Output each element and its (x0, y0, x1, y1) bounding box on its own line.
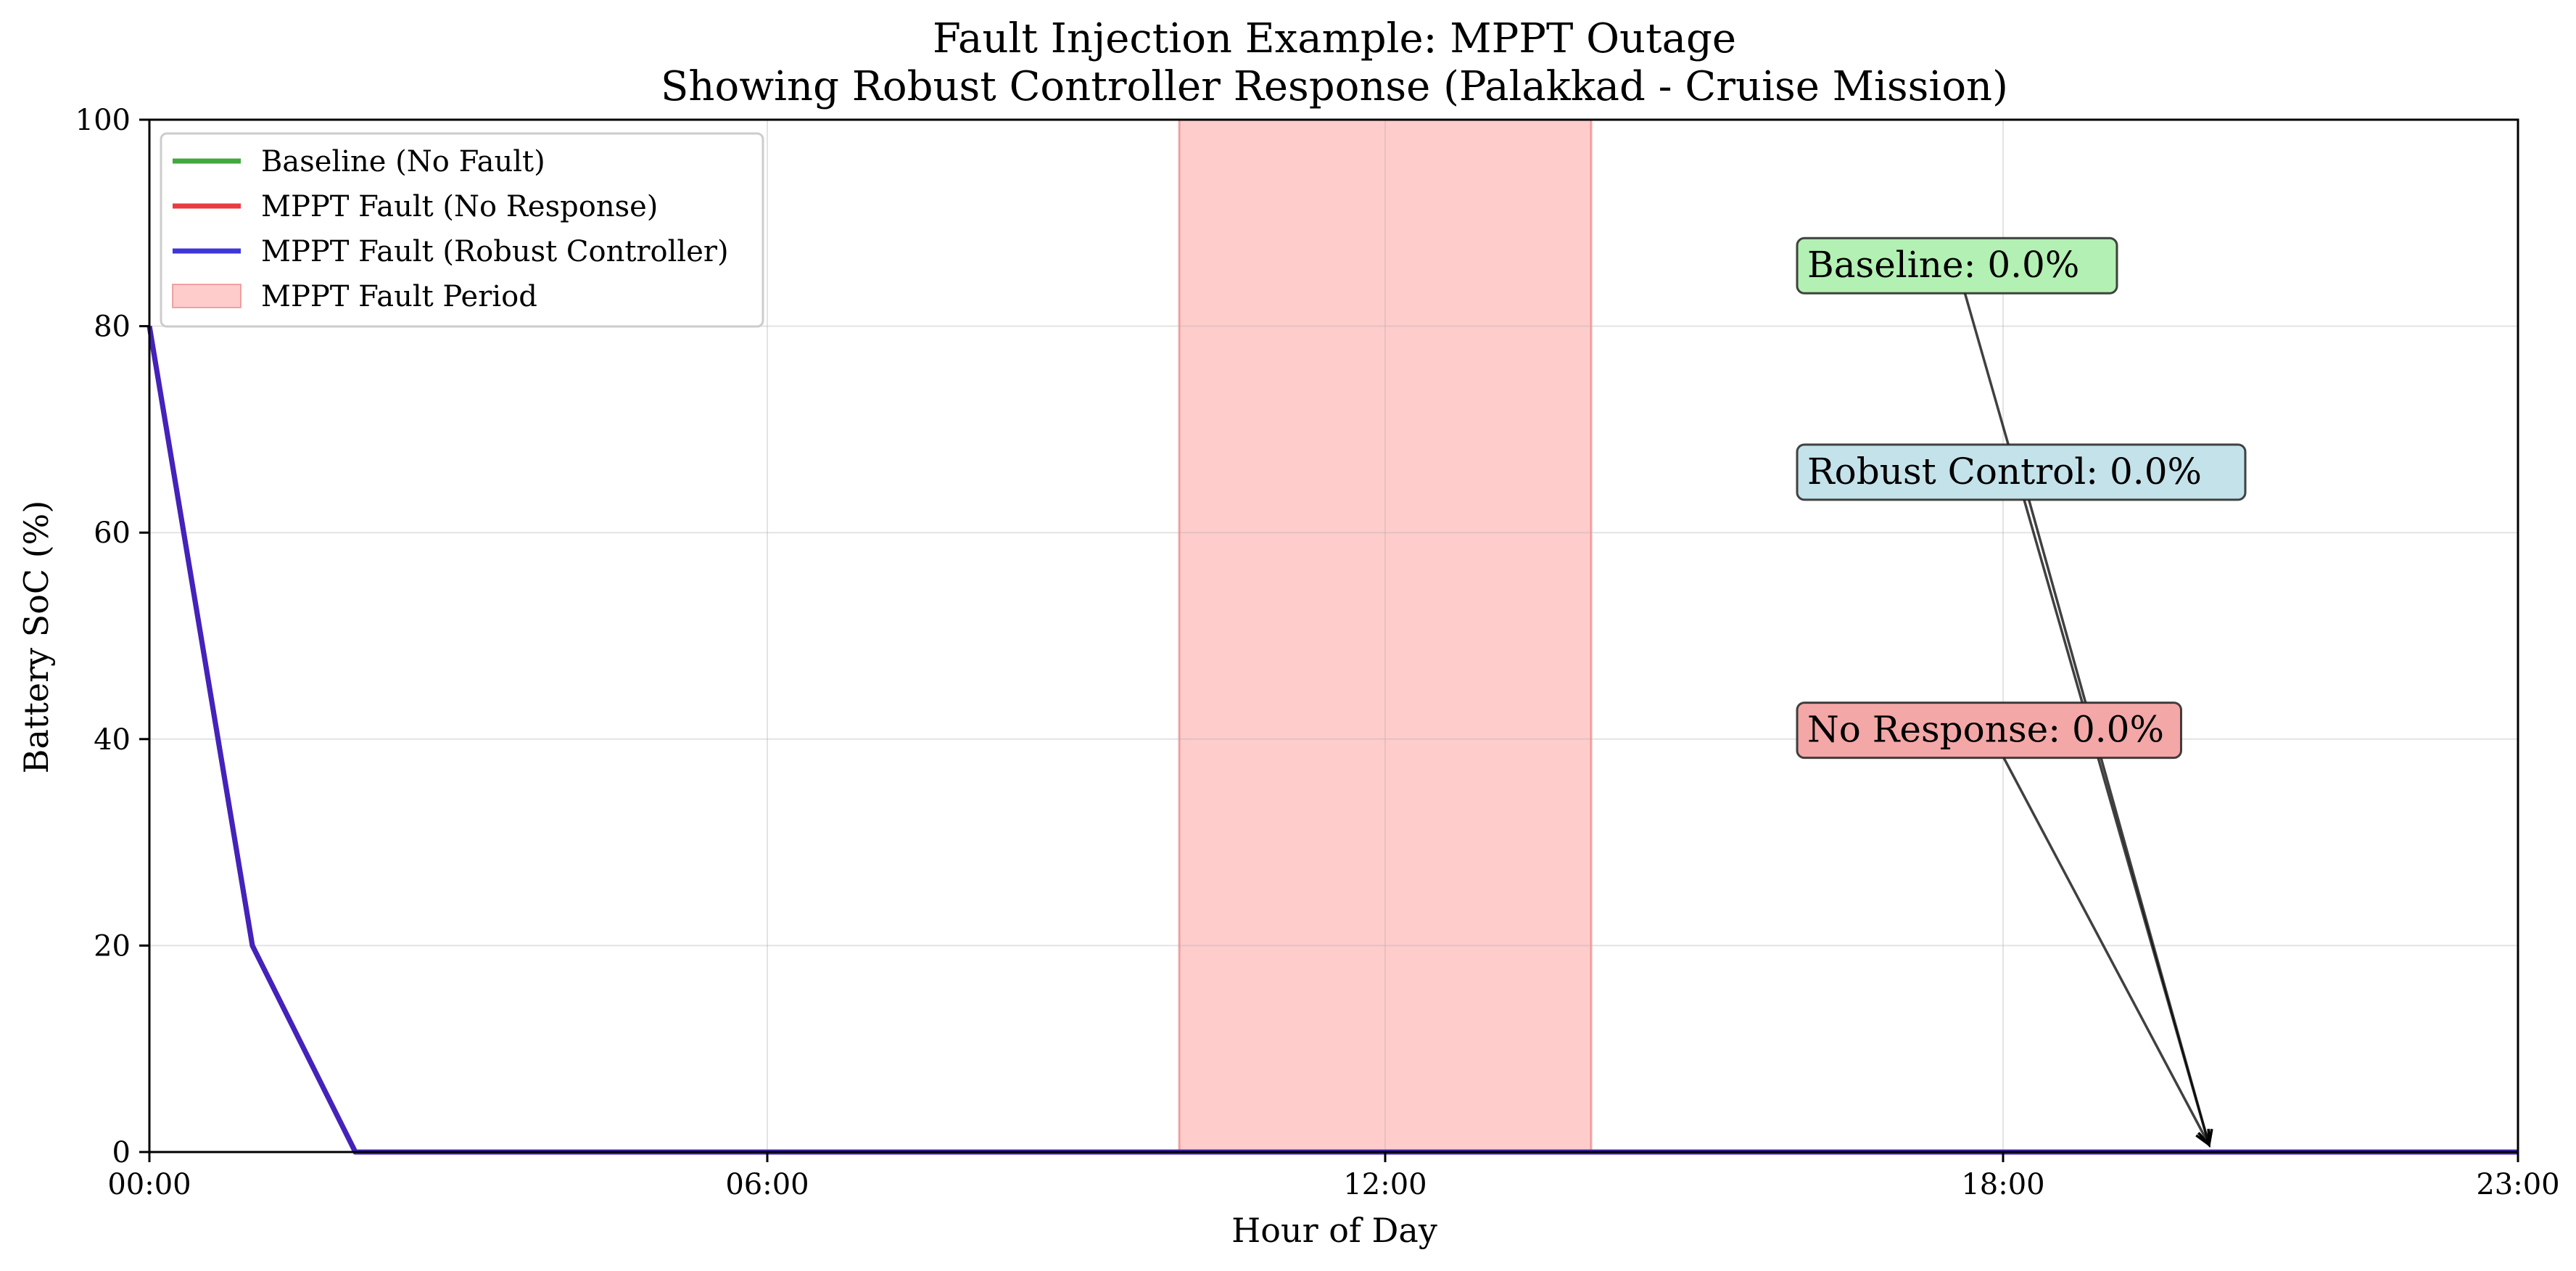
annotation-arrowhead (2195, 1128, 2210, 1148)
chart-title: Fault Injection Example: MPPT Outage (933, 15, 1736, 62)
legend-label-1: MPPT Fault (No Response) (261, 190, 658, 223)
x-tick-label: 12:00 (1343, 1168, 1427, 1201)
x-tick-label: 06:00 (725, 1168, 809, 1201)
fault-period-band (1178, 118, 1593, 1153)
annotation-label: Robust Control: 0.0% (1807, 451, 2202, 493)
plot-frame (148, 118, 2519, 1153)
chart-subtitle: Showing Robust Controller Response (Pala… (661, 63, 2008, 110)
y-axis-label: Battery SoC (%) (17, 501, 56, 774)
y-tick-label: 80 (94, 310, 131, 344)
y-tick-label: 60 (94, 517, 131, 550)
annotation-label: Baseline: 0.0% (1807, 244, 2079, 286)
annotation-arrow (2020, 472, 2210, 1145)
x-tick-label: 00:00 (107, 1168, 191, 1201)
legend-label-2: MPPT Fault (Robust Controller) (261, 235, 729, 268)
legend-label-0: Baseline (No Fault) (261, 145, 545, 178)
x-tick-label: 18:00 (1961, 1168, 2044, 1201)
annotation-box (1796, 443, 2247, 501)
x-axis-label: Hour of Day (1231, 1211, 1437, 1250)
x-tick-label: 23:00 (2476, 1168, 2559, 1201)
legend-swatch-fault (172, 284, 242, 308)
y-tick-label: 40 (94, 723, 131, 757)
y-tick-label: 20 (94, 929, 131, 963)
legend-label-fault: MPPT Fault Period (261, 280, 537, 313)
annotation-arrow (1988, 729, 2210, 1145)
annotation-box (1796, 236, 2118, 295)
y-tick-label: 100 (75, 104, 131, 137)
annotation-box (1796, 702, 2182, 760)
annotation-label: No Response: 0.0% (1807, 709, 2164, 751)
legend-box (160, 132, 764, 328)
y-tick-label: 0 (112, 1136, 131, 1169)
